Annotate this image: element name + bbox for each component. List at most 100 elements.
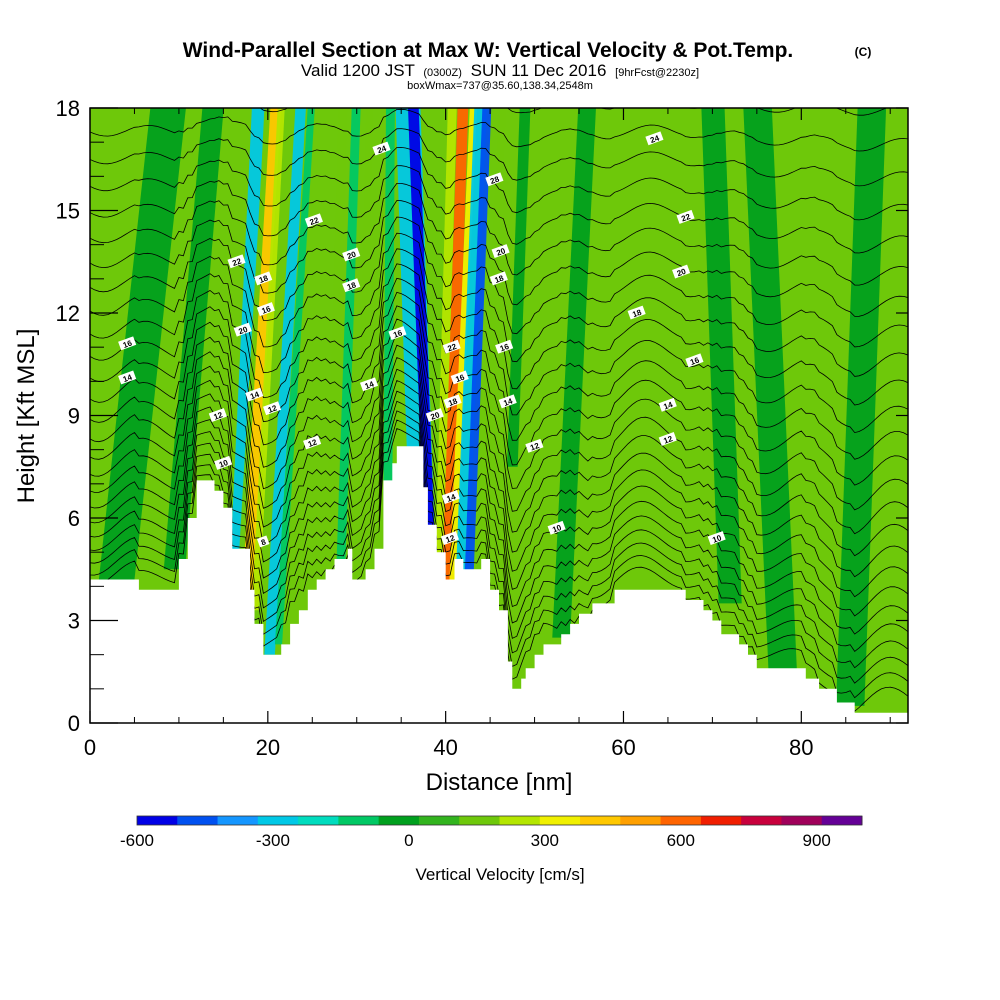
contour-label-7: 12 <box>263 401 282 416</box>
contour-label-19: 22 <box>442 339 461 354</box>
w-band-22 <box>743 108 798 689</box>
contour-label-35: 16 <box>685 353 704 368</box>
contour-label-30: 10 <box>547 520 566 535</box>
svg-text:14: 14 <box>445 492 457 504</box>
contour-label-5: 20 <box>233 322 252 337</box>
contour-label-17: 12 <box>303 435 322 450</box>
theta-contour-8 <box>90 344 908 578</box>
svg-text:22: 22 <box>231 256 243 268</box>
colorbar-swatch-4 <box>298 816 339 825</box>
x-tick-label-0: 0 <box>84 735 96 760</box>
svg-text:20: 20 <box>346 249 358 261</box>
contour-label-12: 20 <box>342 247 361 262</box>
svg-text:16: 16 <box>454 372 466 384</box>
theta-contour-20 <box>90 165 908 254</box>
chart-title: Wind-Parallel Section at Max W: Vertical… <box>183 39 794 62</box>
svg-text:16: 16 <box>260 304 272 316</box>
w-band-3 <box>251 108 285 611</box>
contour-label-27: 16 <box>495 339 514 354</box>
contour-label-31: 24 <box>645 131 664 146</box>
colorbar-tick-label-600: 600 <box>667 831 695 850</box>
w-band-7 <box>336 108 361 570</box>
x-axis-label: Distance [nm] <box>426 769 573 796</box>
contour-label-32: 22 <box>676 209 695 224</box>
svg-text:18: 18 <box>346 280 358 292</box>
subtitle-zulu: (0300Z) <box>423 67 462 79</box>
colorbar-swatch-3 <box>257 816 299 825</box>
colorbar-swatch-6 <box>378 816 420 825</box>
x-tick-label-60: 60 <box>611 735 635 760</box>
contour-label-25: 20 <box>491 244 510 258</box>
contour-label-38: 10 <box>707 531 726 545</box>
y-tick-label-6: 6 <box>68 506 80 531</box>
y-tick-label-15: 15 <box>56 199 80 224</box>
y-tick-label-9: 9 <box>68 404 80 429</box>
contour-label-20: 16 <box>450 370 469 385</box>
colorbar-swatch-12 <box>620 816 662 825</box>
theta-contour-17 <box>90 216 908 348</box>
svg-text:20: 20 <box>429 410 441 422</box>
contour-label-16: 14 <box>359 377 379 392</box>
colorbar-tick-label-0: 0 <box>404 831 413 850</box>
theta-contour-12 <box>90 291 908 486</box>
svg-text:14: 14 <box>249 390 261 402</box>
svg-text:12: 12 <box>212 410 224 422</box>
contour-label-34: 18 <box>627 305 646 320</box>
colorbar-swatch-8 <box>459 816 500 825</box>
y-tick-label-0: 0 <box>68 711 80 736</box>
svg-text:20: 20 <box>495 246 507 258</box>
svg-text:10: 10 <box>551 523 563 535</box>
contour-label-10: 8 <box>256 535 270 548</box>
svg-text:10: 10 <box>711 533 723 545</box>
theta-contour-3 <box>90 400 908 669</box>
colorbar: -600 -300 0 300 600 900 <box>120 815 863 850</box>
colorbar-swatch-2 <box>217 816 259 825</box>
colorbar-tick-label-300: 300 <box>531 831 559 850</box>
theta-contour-5 <box>90 379 908 635</box>
theta-contour-22 <box>90 128 908 187</box>
contour-label-0: 16 <box>118 336 137 351</box>
svg-text:22: 22 <box>446 342 458 354</box>
theta-contour-15 <box>90 248 908 406</box>
contour-label-18: 20 <box>425 408 444 422</box>
subtitle-valid: Valid 1200 JST <box>301 61 415 80</box>
contour-label-13: 18 <box>342 278 361 293</box>
y-tick-label-12: 12 <box>56 301 80 326</box>
contour-label-6: 14 <box>245 387 264 402</box>
colorbar-swatch-10 <box>539 816 581 825</box>
colorbar-swatch-16 <box>781 816 823 825</box>
svg-text:12: 12 <box>662 434 674 446</box>
colorbar-tick-label--600: -600 <box>120 831 154 850</box>
theta-contour-23 <box>90 108 908 152</box>
contour-label-9: 10 <box>214 455 233 470</box>
svg-text:14: 14 <box>364 379 376 391</box>
svg-text:22: 22 <box>309 215 321 227</box>
theta-contour-11 <box>90 305 908 511</box>
contour-label-23: 12 <box>440 531 459 545</box>
theta-contour-24 <box>105 108 888 116</box>
contour-label-3: 18 <box>254 271 273 286</box>
svg-text:10: 10 <box>218 458 230 470</box>
w-band-21 <box>701 108 742 604</box>
contour-label-26: 18 <box>489 271 508 286</box>
contour-label-29: 12 <box>525 438 544 453</box>
theta-contour-16 <box>90 232 908 377</box>
svg-text:16: 16 <box>689 355 701 367</box>
w-band-19 <box>163 108 224 570</box>
svg-text:18: 18 <box>631 308 643 320</box>
svg-text:14: 14 <box>122 372 134 384</box>
theta-contour-13 <box>90 277 908 460</box>
subtitle-forecast: [9hrFcst@2230z] <box>615 67 699 79</box>
contour-label-1: 14 <box>118 370 137 385</box>
colorbar-swatch-7 <box>418 816 460 825</box>
y-axis-label: Height [Kft MSL] <box>13 329 40 504</box>
svg-text:28: 28 <box>489 174 501 186</box>
theta-contour-9 <box>90 331 908 557</box>
svg-text:14: 14 <box>502 396 514 408</box>
contour-label-21: 18 <box>443 394 462 409</box>
svg-text:12: 12 <box>267 403 279 415</box>
vertical-velocity-field <box>94 108 887 706</box>
w-band-8 <box>357 108 374 501</box>
x-tick-label-40: 40 <box>433 735 457 760</box>
y-tick-label-18: 18 <box>56 96 80 121</box>
